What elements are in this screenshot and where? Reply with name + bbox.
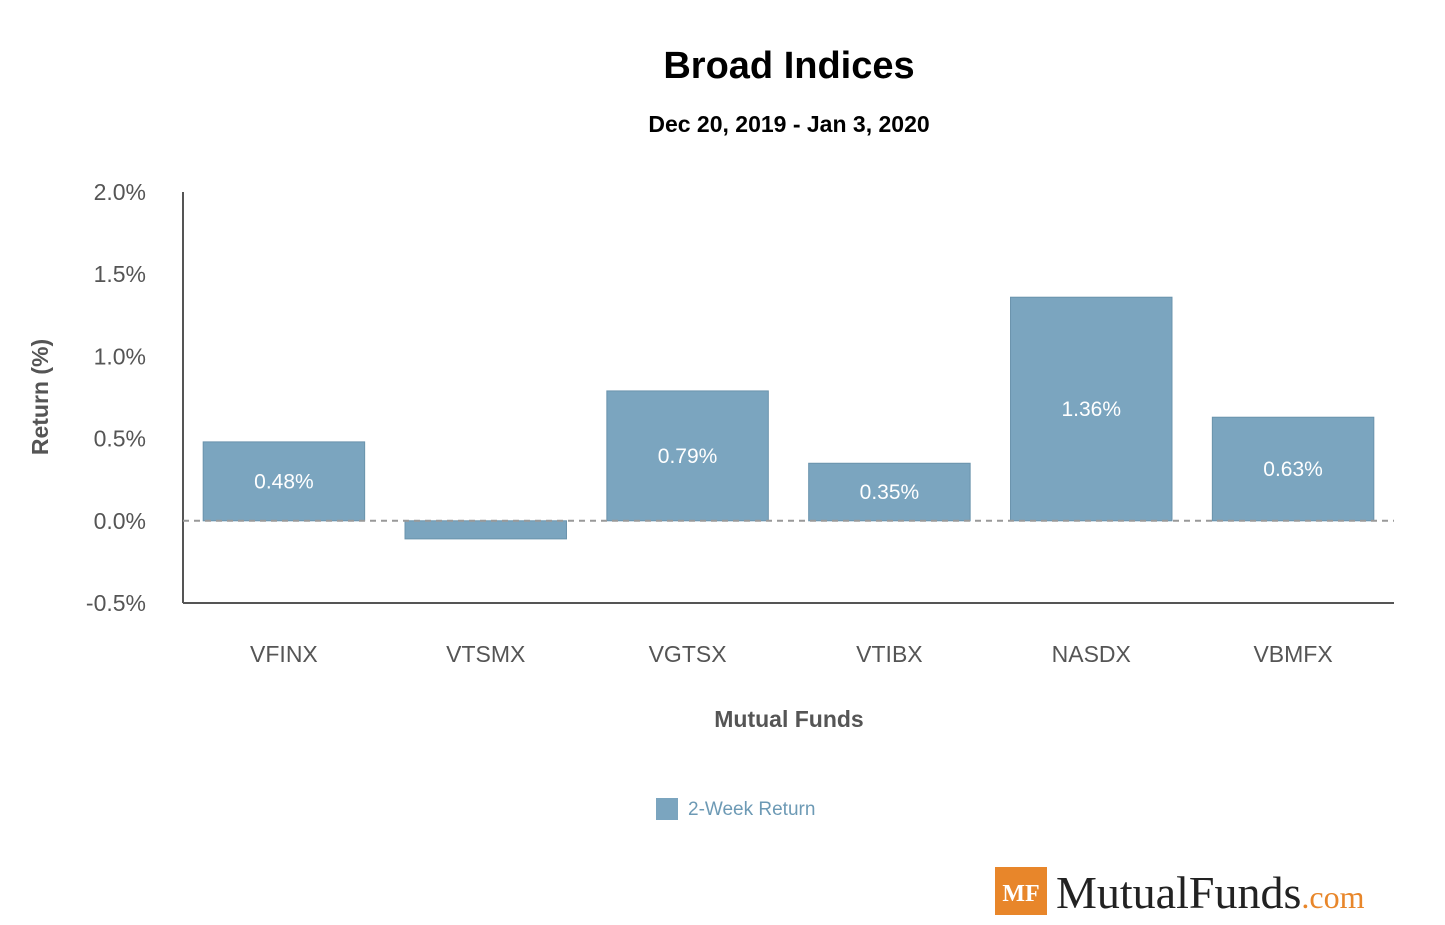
bar-vtsmx[interactable] — [404, 520, 567, 540]
bar-vtibx[interactable] — [808, 462, 971, 522]
data-label: 0.35% — [860, 481, 920, 504]
bar-nasdx[interactable] — [1010, 296, 1173, 522]
y-tick-label: -0.5% — [86, 590, 146, 616]
x-tick-label: NASDX — [1052, 641, 1131, 667]
x-tick-label: VTIBX — [856, 641, 922, 667]
brand-name: MutualFunds.com — [1056, 867, 1365, 918]
brand-logo: MF MutualFunds.com — [995, 867, 1365, 918]
x-tick-label: VFINX — [250, 641, 318, 667]
data-label: 1.36% — [1061, 398, 1121, 421]
y-tick-label: 1.5% — [94, 261, 146, 287]
x-tick-label: VBMFX — [1253, 641, 1332, 667]
bar-series — [202, 296, 1375, 540]
bar-vgtsx[interactable] — [606, 390, 769, 522]
legend[interactable]: 2-Week Return — [656, 798, 815, 820]
data-labels: 0.48% 0.79% 0.35% 1.36% 0.63% — [254, 398, 1323, 504]
brand-badge-text: MF — [1002, 881, 1039, 907]
bar-vfinx[interactable] — [202, 441, 366, 522]
brand-name-suffix: .com — [1301, 879, 1364, 915]
x-axis-title: Mutual Funds — [714, 706, 863, 732]
x-axis-labels: VFINX VTSMX VGTSX VTIBX NASDX VBMFX — [250, 641, 1333, 667]
x-tick-label: VGTSX — [649, 641, 727, 667]
chart-subtitle: Dec 20, 2019 - Jan 3, 2020 — [648, 111, 929, 137]
brand-name-main: MutualFunds — [1056, 867, 1301, 918]
data-label: 0.63% — [1263, 458, 1323, 481]
y-tick-label: 2.0% — [94, 179, 146, 205]
y-tick-label: 1.0% — [94, 343, 146, 369]
y-axis-title: Return (%) — [27, 339, 53, 455]
legend-swatch — [656, 798, 678, 820]
y-axis-ticks: -0.5% 0.0% 0.5% 1.0% 1.5% 2.0% — [86, 179, 146, 616]
x-tick-label: VTSMX — [446, 641, 525, 667]
y-tick-label: 0.0% — [94, 508, 146, 534]
y-tick-label: 0.5% — [94, 426, 146, 452]
legend-label: 2-Week Return — [688, 799, 815, 820]
data-label: 0.79% — [658, 445, 718, 468]
brand-badge — [995, 867, 1047, 915]
bar-vbmfx[interactable] — [1211, 416, 1375, 522]
chart-title: Broad Indices — [663, 45, 914, 87]
data-label: 0.48% — [254, 470, 314, 493]
